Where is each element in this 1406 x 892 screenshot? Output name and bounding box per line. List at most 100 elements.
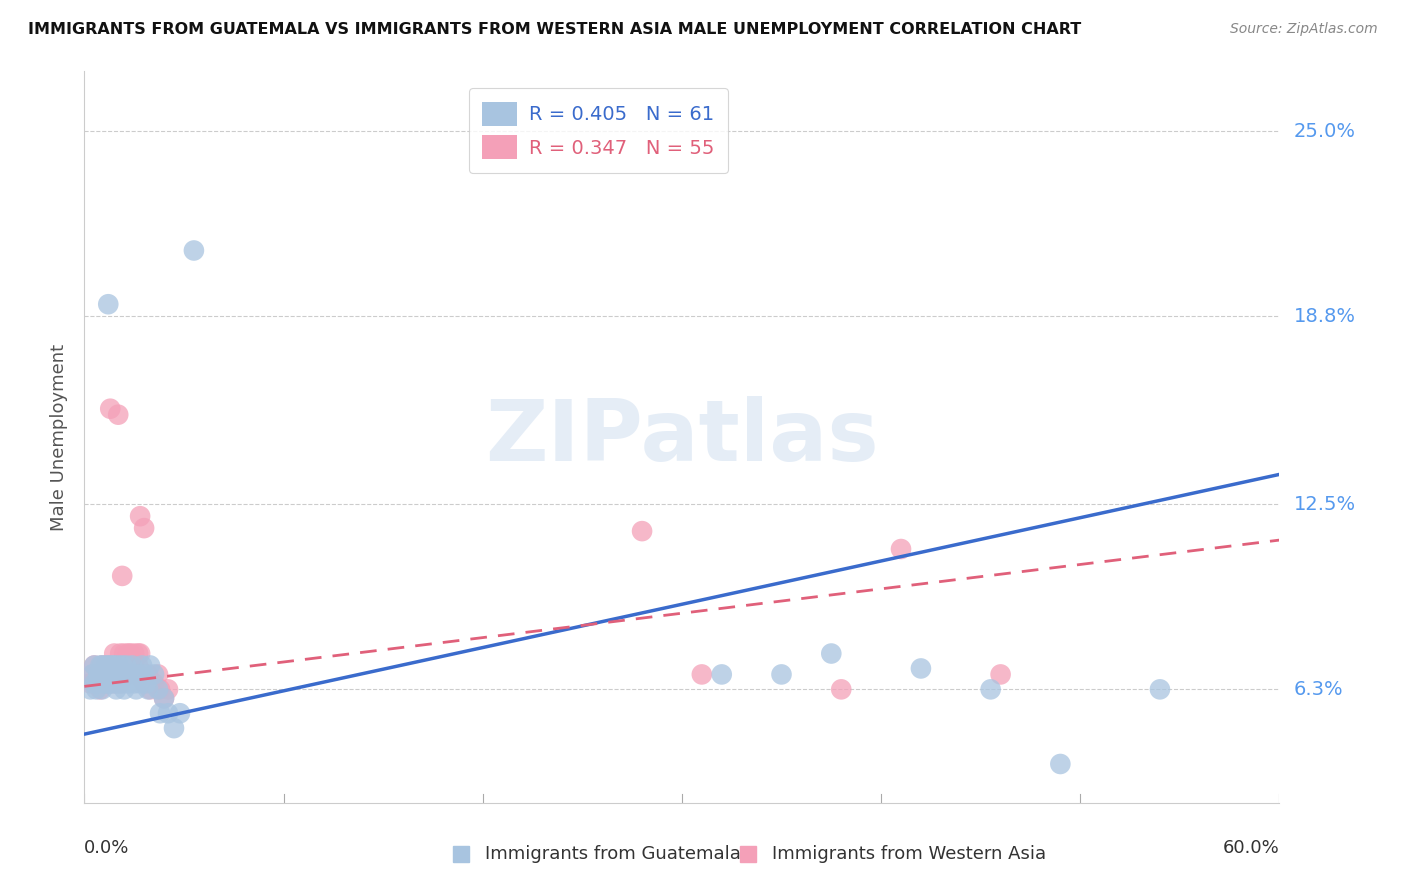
Text: Immigrants from Western Asia: Immigrants from Western Asia xyxy=(772,845,1046,863)
Point xyxy=(112,647,135,661)
Point xyxy=(93,667,115,681)
Point xyxy=(125,667,148,681)
Point xyxy=(910,661,932,675)
Text: IMMIGRANTS FROM GUATEMALA VS IMMIGRANTS FROM WESTERN ASIA MALE UNEMPLOYMENT CORR: IMMIGRANTS FROM GUATEMALA VS IMMIGRANTS … xyxy=(28,22,1081,37)
Point xyxy=(117,667,139,681)
Point xyxy=(107,658,129,673)
Point xyxy=(101,658,124,673)
Point xyxy=(139,658,162,673)
Text: Source: ZipAtlas.com: Source: ZipAtlas.com xyxy=(1230,22,1378,37)
Point xyxy=(121,667,143,681)
Point xyxy=(112,667,135,681)
Point xyxy=(97,667,120,681)
Point xyxy=(101,667,124,681)
Point xyxy=(136,682,159,697)
Point xyxy=(89,667,111,681)
Point xyxy=(82,667,104,681)
Point xyxy=(990,667,1012,681)
Text: 60.0%: 60.0% xyxy=(1223,839,1279,857)
Point xyxy=(122,647,145,661)
Point xyxy=(79,682,101,697)
Point xyxy=(820,647,842,661)
Point xyxy=(87,676,110,690)
Point xyxy=(110,647,132,661)
Point xyxy=(98,676,121,690)
Point xyxy=(890,542,912,557)
Point xyxy=(146,682,169,697)
Point xyxy=(111,658,134,673)
Point xyxy=(110,667,132,681)
Point xyxy=(157,682,180,697)
Point xyxy=(710,667,733,681)
Point xyxy=(103,676,125,690)
Point xyxy=(132,667,156,681)
Point xyxy=(83,658,105,673)
Point xyxy=(98,676,121,690)
Point xyxy=(146,667,169,681)
Point xyxy=(107,658,129,673)
Point xyxy=(120,647,142,661)
Point xyxy=(1149,682,1171,697)
Point xyxy=(121,658,143,673)
Text: Immigrants from Guatemala: Immigrants from Guatemala xyxy=(485,845,741,863)
Point xyxy=(115,658,138,673)
Point xyxy=(97,676,120,690)
Point xyxy=(131,658,153,673)
Point xyxy=(89,682,111,697)
Point xyxy=(83,658,105,673)
Point xyxy=(163,721,186,735)
Point xyxy=(135,676,157,690)
Point xyxy=(129,509,152,524)
Point xyxy=(83,676,105,690)
Text: 25.0%: 25.0% xyxy=(1294,121,1355,141)
Point xyxy=(153,691,176,706)
Point xyxy=(96,667,118,681)
Point xyxy=(122,658,145,673)
Point xyxy=(120,658,142,673)
Point xyxy=(125,682,148,697)
Point xyxy=(112,667,135,681)
Point xyxy=(89,658,111,673)
Point xyxy=(120,667,142,681)
Text: 0.0%: 0.0% xyxy=(84,839,129,857)
Point xyxy=(111,676,134,690)
Point xyxy=(143,667,166,681)
Point xyxy=(103,647,125,661)
Point xyxy=(96,658,118,673)
Point xyxy=(129,647,152,661)
Point xyxy=(107,667,129,681)
Point xyxy=(91,682,114,697)
Point xyxy=(139,682,162,697)
Point xyxy=(127,667,149,681)
Point xyxy=(110,676,132,690)
Point xyxy=(97,658,120,673)
Point xyxy=(103,667,125,681)
Point xyxy=(93,676,115,690)
Point xyxy=(101,667,124,681)
Point xyxy=(117,647,139,661)
Point xyxy=(87,667,110,681)
Text: ZIPatlas: ZIPatlas xyxy=(485,395,879,479)
Point xyxy=(79,676,101,690)
Point xyxy=(690,667,713,681)
Text: 12.5%: 12.5% xyxy=(1294,495,1355,514)
Point xyxy=(770,667,793,681)
Point xyxy=(107,676,129,690)
Point xyxy=(86,682,108,697)
Point xyxy=(97,297,120,311)
Point xyxy=(111,658,134,673)
Point xyxy=(93,676,115,690)
Point xyxy=(103,658,125,673)
Point xyxy=(980,682,1002,697)
Point xyxy=(91,658,114,673)
Point xyxy=(105,676,128,690)
Point xyxy=(98,658,121,673)
Point xyxy=(93,667,115,681)
Point xyxy=(157,706,180,721)
Point xyxy=(131,667,153,681)
Point xyxy=(132,676,156,690)
Point xyxy=(127,647,149,661)
Text: 6.3%: 6.3% xyxy=(1294,680,1343,698)
Point xyxy=(107,408,129,422)
Point xyxy=(111,569,134,583)
